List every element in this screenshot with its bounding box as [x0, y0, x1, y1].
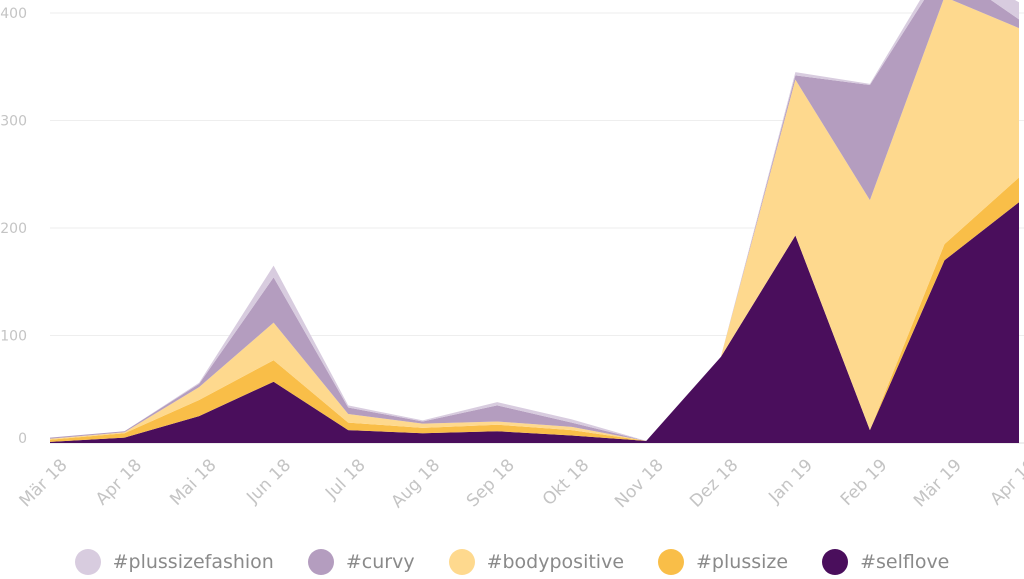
legend-item[interactable]: #plussize — [658, 549, 788, 575]
legend-item[interactable]: #bodypositive — [448, 549, 625, 575]
x-axis: Mär 18 Apr 18 Mai 18 Jun 18 Jul 18 Aug 18 Sep … — [16, 455, 1024, 512]
legend-swatch — [658, 549, 685, 575]
legend-swatch — [822, 549, 849, 575]
area-selflove — [50, 202, 1019, 443]
area-series-group — [50, 0, 1019, 443]
y-tick-label: 400 — [0, 6, 27, 22]
x-tick-label: Mai 18 — [166, 455, 220, 509]
x-tick-label: Okt 18 — [539, 455, 593, 509]
legend-item[interactable]: #selflove — [822, 549, 949, 575]
area-curvy — [50, 0, 1019, 441]
x-tick-label: Jul 18 — [321, 455, 369, 503]
y-tick-label: 100 — [0, 329, 27, 345]
legend-item[interactable]: #plussizefashion — [74, 549, 274, 575]
legend-item[interactable]: #curvy — [307, 549, 415, 575]
legend-label: #selflove — [860, 551, 950, 573]
area-bodypositive — [50, 0, 1019, 441]
x-tick-label: Mär 19 — [910, 455, 966, 511]
x-tick-label: Apr 18 — [92, 455, 146, 509]
x-tick-label: Sep 18 — [463, 455, 519, 511]
y-tick-label: 0 — [18, 431, 27, 447]
legend-swatch — [307, 549, 334, 575]
legend-swatch — [448, 549, 475, 575]
x-tick-label: Nov 18 — [611, 455, 668, 512]
legend-label: #plussize — [696, 551, 789, 573]
legend-label: #bodypositive — [486, 551, 625, 573]
x-tick-label: Mär 18 — [16, 455, 72, 511]
legend-label: #plussizefashion — [112, 551, 274, 573]
legend-swatch — [74, 549, 101, 575]
legend-label: #curvy — [345, 551, 415, 573]
y-axis: 0 100 200 300 400 — [0, 6, 27, 447]
x-tick-label: Feb 19 — [837, 455, 892, 510]
x-tick-label: Jan 19 — [764, 455, 817, 508]
legend: #plussizefashion #curvy #bodypositive #plus… — [0, 545, 1024, 579]
x-tick-label: Dez 18 — [686, 455, 742, 511]
x-tick-label: Jun 18 — [242, 455, 295, 508]
x-tick-label: Apr 19 — [986, 455, 1024, 509]
y-tick-label: 200 — [0, 221, 27, 237]
y-tick-label: 300 — [0, 114, 27, 130]
x-tick-label: Aug 18 — [387, 455, 444, 512]
